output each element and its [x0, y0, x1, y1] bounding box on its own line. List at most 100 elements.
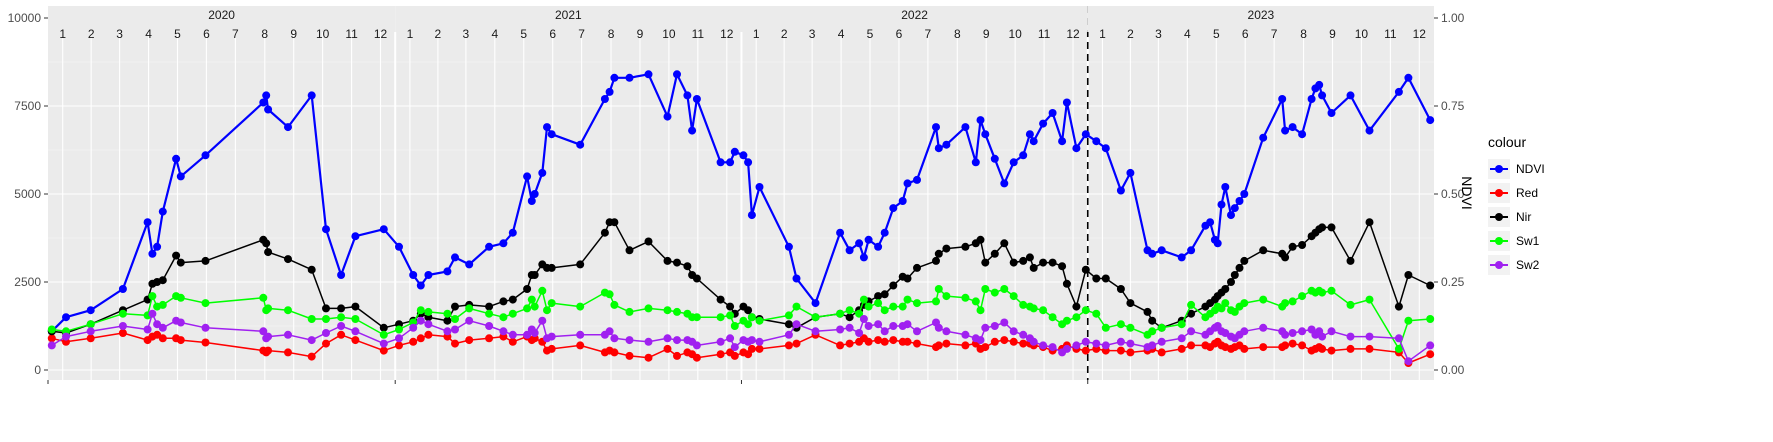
data-point-ndvi: [744, 158, 753, 167]
data-point-nir: [1092, 274, 1101, 283]
data-point-sw2: [1148, 341, 1157, 350]
month-label: 8: [608, 27, 615, 41]
data-point-nir: [1240, 256, 1249, 265]
month-label: 11: [1384, 27, 1397, 41]
data-point-sw2: [1081, 337, 1090, 346]
legend-key-point: [1495, 165, 1503, 173]
data-point-ndvi: [755, 183, 764, 191]
data-point-sw1: [1230, 307, 1239, 316]
year-strip: [1087, 6, 1434, 32]
data-point-sw1: [499, 313, 508, 322]
data-point-ndvi: [990, 154, 999, 163]
data-point-sw2: [62, 332, 70, 341]
data-point-sw1: [784, 311, 793, 320]
data-point-nir: [1081, 265, 1090, 274]
data-point-red: [86, 334, 95, 343]
data-point-ndvi: [1062, 98, 1071, 107]
legend-key-point: [1495, 189, 1503, 197]
data-point-sw1: [322, 315, 330, 323]
data-point-sw2: [1029, 337, 1038, 346]
data-point-red: [1009, 337, 1018, 346]
data-point-sw1: [1240, 299, 1249, 308]
data-point-nir: [508, 295, 517, 304]
data-point-ndvi: [1092, 137, 1101, 146]
year-label: 2021: [555, 8, 582, 22]
data-point-red: [118, 329, 127, 337]
data-point-sw1: [576, 302, 585, 311]
data-point-nir: [1404, 271, 1413, 279]
data-point-ndvi: [855, 239, 864, 248]
month-label: 10: [1008, 27, 1022, 41]
data-point-sw1: [744, 320, 753, 329]
data-point-sw2: [859, 315, 868, 323]
month-label: 6: [203, 27, 210, 41]
month-label: 2: [781, 27, 788, 41]
series-sw1: [47, 285, 1435, 353]
data-point-ndvi: [726, 158, 735, 167]
legend-label-sw2: Sw2: [1516, 258, 1540, 272]
data-point-red: [547, 344, 556, 353]
data-point-sw1: [1404, 316, 1413, 325]
month-label: 3: [809, 27, 816, 41]
data-point-sw1: [730, 322, 739, 330]
data-point-red: [610, 348, 619, 357]
data-point-ndvi: [932, 123, 940, 132]
data-point-ndvi: [673, 70, 681, 79]
data-point-sw2: [322, 329, 330, 337]
data-point-nir: [1029, 263, 1038, 272]
data-point-ndvi: [1213, 239, 1222, 248]
data-point-nir: [176, 258, 185, 267]
data-point-ndvi: [1058, 137, 1067, 146]
data-point-ndvi: [530, 190, 539, 198]
month-label: 12: [1066, 27, 1080, 41]
y-right-axis-title: NDVI: [1459, 176, 1475, 209]
data-point-nir: [600, 228, 609, 237]
data-point-ndvi: [692, 95, 701, 103]
data-point-ndvi: [118, 285, 127, 293]
data-point-sw2: [1062, 344, 1071, 353]
data-point-sw1: [118, 309, 127, 318]
data-point-sw2: [1009, 327, 1018, 336]
data-point-nir: [1230, 271, 1239, 279]
data-point-sw1: [976, 306, 985, 315]
data-point-red: [1081, 346, 1090, 355]
data-point-ndvi: [307, 91, 316, 100]
data-point-ndvi: [663, 112, 672, 121]
data-point-sw1: [1327, 286, 1336, 295]
data-point-nir: [1365, 218, 1374, 227]
data-point-sw2: [259, 327, 268, 336]
data-point-red: [836, 341, 845, 350]
data-point-ndvi: [1221, 183, 1230, 191]
y-right-tick-label: 0.00: [1441, 363, 1465, 377]
month-label: 9: [290, 27, 297, 41]
data-point-ndvi: [1278, 95, 1287, 103]
legend-item-sw1: Sw1: [1488, 231, 1540, 251]
data-point-sw1: [913, 299, 921, 308]
year-strip: [741, 6, 1088, 32]
data-point-nir: [1000, 239, 1009, 248]
data-point-red: [337, 330, 346, 339]
data-point-sw2: [716, 337, 725, 346]
data-point-red: [1298, 341, 1307, 350]
data-point-nir: [1327, 223, 1336, 232]
data-point-red: [1259, 343, 1268, 352]
month-label: 9: [1329, 27, 1336, 41]
legend-item-ndvi: NDVI: [1488, 159, 1545, 179]
data-point-sw1: [1116, 320, 1125, 329]
data-point-ndvi: [379, 225, 388, 234]
data-point-ndvi: [201, 151, 210, 160]
data-point-ndvi: [981, 130, 990, 139]
data-point-sw2: [1000, 318, 1009, 327]
data-point-ndvi: [143, 218, 152, 227]
data-point-ndvi: [730, 147, 739, 156]
data-point-sw2: [726, 334, 735, 343]
y-right-tick-label: 0.50: [1441, 187, 1465, 201]
data-point-nir: [337, 304, 346, 313]
data-point-sw1: [1009, 292, 1018, 301]
data-point-red: [1327, 346, 1336, 355]
data-point-red: [1365, 344, 1374, 353]
y-left-tick-label: 10000: [8, 11, 42, 25]
data-point-red: [351, 336, 360, 345]
data-point-sw1: [1072, 313, 1081, 322]
data-point-ndvi: [605, 87, 614, 96]
